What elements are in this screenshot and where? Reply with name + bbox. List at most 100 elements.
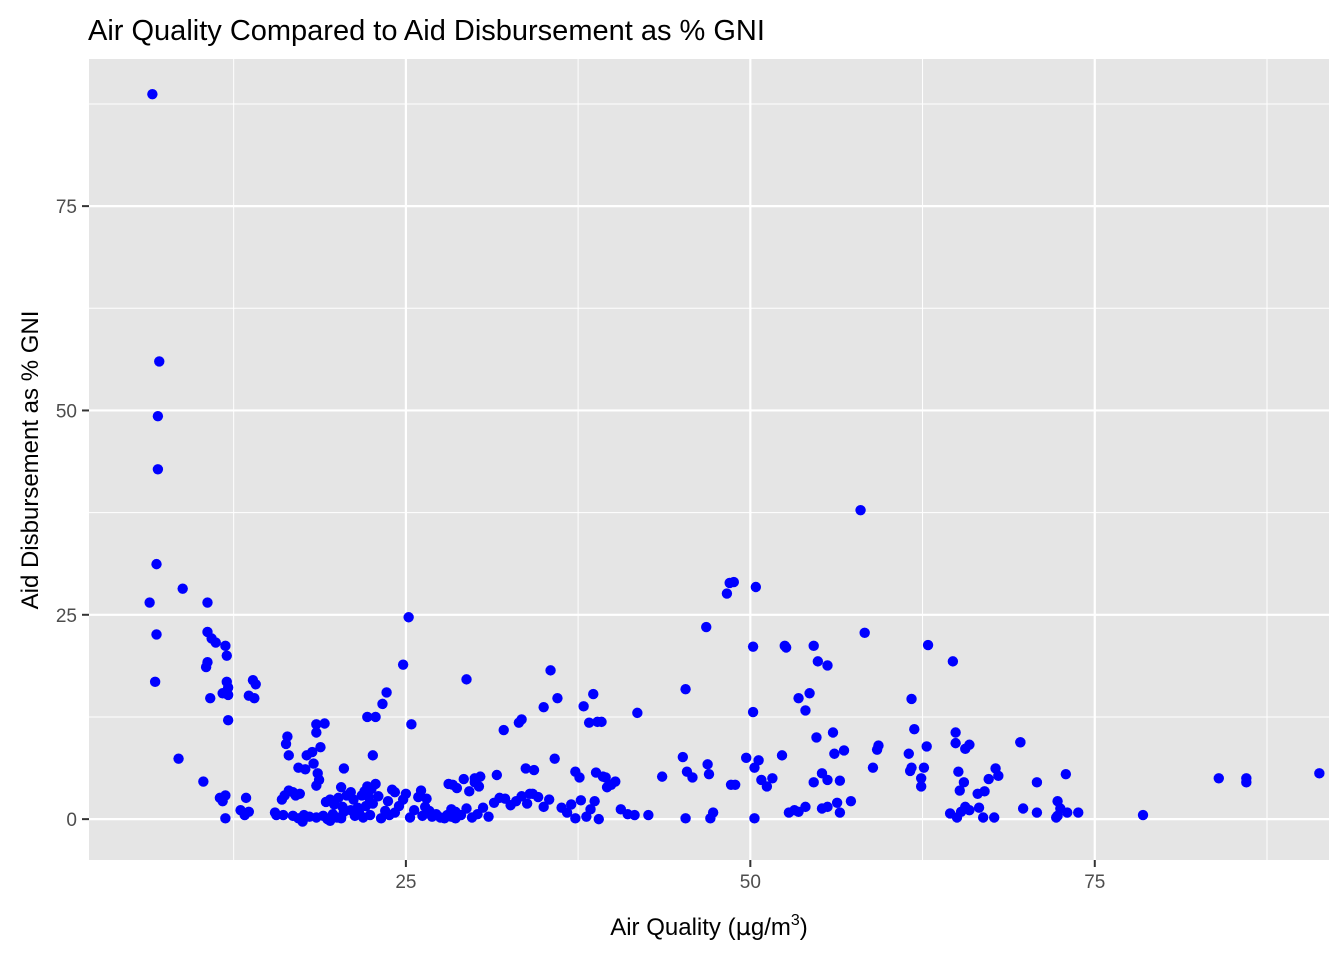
data-point — [461, 803, 472, 814]
data-point — [483, 811, 494, 822]
data-point — [315, 742, 326, 753]
data-point — [800, 705, 811, 716]
data-point — [575, 795, 587, 806]
data-point — [578, 701, 589, 712]
data-point — [408, 804, 420, 816]
data-point — [311, 727, 322, 738]
data-point — [403, 612, 414, 623]
data-point — [859, 627, 870, 638]
data-point — [362, 711, 373, 723]
x-tick-label: 50 — [740, 872, 761, 893]
data-point — [177, 583, 188, 594]
data-point — [954, 785, 965, 796]
data-point — [915, 781, 927, 792]
data-point — [909, 724, 920, 735]
data-point — [1031, 807, 1043, 818]
x-axis-title: Air Quality (µg/m3) — [610, 912, 808, 941]
data-point — [370, 778, 381, 790]
data-point — [200, 661, 212, 673]
data-point — [701, 621, 712, 633]
data-point — [566, 799, 577, 810]
data-point — [220, 790, 231, 801]
y-tick-label: 0 — [66, 810, 77, 831]
data-point — [831, 797, 843, 808]
data-point — [337, 801, 348, 813]
data-point — [367, 798, 379, 809]
data-point — [202, 597, 213, 608]
data-point — [382, 795, 394, 807]
data-point — [588, 688, 599, 700]
y-tick-label: 75 — [56, 197, 77, 218]
data-point — [311, 719, 322, 730]
data-point — [680, 683, 691, 695]
data-point — [593, 813, 604, 825]
data-point — [629, 809, 640, 821]
data-point — [538, 701, 549, 713]
data-point — [524, 788, 536, 799]
data-point — [906, 693, 917, 705]
data-point — [549, 753, 560, 764]
data-point — [827, 727, 839, 738]
data-point — [855, 504, 866, 516]
y-axis-title: Aid Disbursement as % GNI — [17, 311, 44, 610]
data-point — [491, 769, 503, 781]
data-point — [838, 745, 850, 756]
data-point — [570, 813, 581, 824]
data-point — [552, 692, 563, 704]
data-point — [950, 727, 961, 738]
data-point — [873, 740, 884, 751]
data-point — [538, 801, 549, 813]
data-point — [903, 748, 914, 759]
data-point — [656, 771, 668, 782]
x-axis: 25 50 75 — [395, 860, 1105, 893]
data-point — [747, 641, 759, 652]
data-point — [451, 782, 463, 794]
data-point — [220, 640, 231, 652]
data-point — [313, 774, 325, 786]
data-point — [377, 698, 388, 710]
data-point — [532, 791, 544, 803]
data-point — [983, 773, 994, 785]
data-point — [812, 656, 824, 667]
data-point — [822, 774, 833, 786]
data-point — [728, 576, 739, 588]
data-point — [687, 772, 698, 783]
data-point — [585, 804, 596, 815]
data-point — [822, 660, 833, 671]
data-point — [918, 762, 930, 773]
data-point — [729, 779, 741, 791]
data-point — [1213, 773, 1224, 784]
data-point — [703, 768, 715, 780]
data-point — [750, 581, 762, 593]
x-tick-label: 75 — [1084, 872, 1105, 893]
data-point — [521, 798, 533, 809]
data-point — [829, 748, 840, 759]
data-point — [520, 763, 531, 774]
data-point — [151, 629, 162, 640]
data-point — [367, 750, 379, 761]
data-point — [610, 776, 621, 787]
data-point — [953, 766, 964, 777]
minor-gridlines — [89, 59, 1329, 860]
data-point — [1137, 809, 1149, 821]
data-point — [964, 739, 975, 750]
data-point — [1031, 777, 1043, 788]
data-point — [461, 674, 472, 685]
data-point — [721, 588, 733, 599]
data-point — [596, 716, 607, 728]
data-point — [220, 813, 231, 824]
data-point — [473, 781, 485, 792]
data-point — [808, 777, 819, 788]
data-point — [477, 802, 489, 813]
data-point — [589, 795, 600, 807]
data-point — [747, 706, 759, 718]
data-point — [1015, 737, 1026, 748]
data-point — [989, 812, 1000, 823]
data-point — [749, 813, 760, 824]
data-point — [707, 807, 719, 818]
data-point — [446, 804, 457, 815]
data-point — [152, 410, 164, 422]
data-point — [381, 687, 392, 698]
chart-title: Air Quality Compared to Aid Disbursement… — [88, 15, 765, 47]
